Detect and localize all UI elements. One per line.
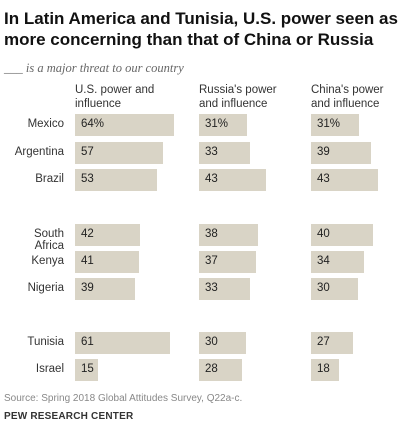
bar-label-0-argentina: 57: [81, 146, 94, 158]
bar-label-0-israel: 15: [81, 363, 94, 375]
bar-2-israel: [311, 359, 339, 381]
bar-0-south-africa: [75, 224, 140, 246]
bar-label-2-nigeria: 30: [317, 282, 330, 294]
bar-0-argentina: [75, 142, 163, 164]
bar-2-mexico: [311, 114, 359, 136]
col-header-us: U.S. power and influence: [75, 84, 154, 111]
bar-2-south-africa: [311, 224, 373, 246]
bar-label-2-kenya: 34: [317, 255, 330, 267]
col-header-china-line1: China's power: [311, 84, 384, 96]
bar-label-0-mexico: 64%: [81, 118, 105, 130]
bar-label-2-south-africa: 40: [317, 228, 330, 240]
row-label-argentina: Argentina: [14, 146, 64, 158]
row-label-kenya: Kenya: [31, 255, 64, 267]
bar-1-brazil: [199, 169, 266, 191]
bar-label-2-mexico: 31%: [317, 118, 341, 130]
col-header-russia: Russia's power and influence: [199, 84, 277, 111]
bar-1-tunisia: [199, 332, 246, 354]
source-note: Source: Spring 2018 Global Attitudes Sur…: [4, 393, 243, 404]
bar-label-1-kenya: 37: [205, 255, 218, 267]
bar-0-tunisia: [75, 332, 170, 354]
row-label-mexico: Mexico: [27, 118, 64, 130]
bar-2-brazil: [311, 169, 378, 191]
row-label-brazil: Brazil: [35, 173, 64, 185]
bar-2-tunisia: [311, 332, 353, 354]
bar-1-nigeria: [199, 278, 250, 300]
row-label-nigeria: Nigeria: [27, 282, 64, 294]
row-label-tunisia: Tunisia: [27, 336, 64, 348]
bar-label-1-nigeria: 33: [205, 282, 218, 294]
col-header-china-line2: and influence: [311, 97, 380, 110]
bar-0-mexico: [75, 114, 174, 136]
row-label-south-africa: South Africa: [33, 228, 64, 252]
bar-1-israel: [199, 359, 242, 381]
bar-label-2-tunisia: 27: [317, 336, 330, 348]
chart-title: In Latin America and Tunisia, U.S. power…: [4, 9, 398, 49]
col-header-us-line1: U.S. power and: [75, 84, 155, 96]
bar-0-brazil: [75, 169, 157, 191]
bar-label-2-brazil: 43: [317, 173, 330, 185]
bar-label-0-kenya: 41: [81, 255, 94, 267]
bar-label-1-south-africa: 38: [205, 228, 218, 240]
bar-label-1-argentina: 33: [205, 146, 218, 158]
bar-label-1-brazil: 43: [205, 173, 218, 185]
bar-0-israel: [75, 359, 98, 381]
col-header-russia-line1: Russia's power: [199, 84, 277, 96]
col-header-russia-line2: and influence: [199, 97, 268, 110]
bar-label-1-mexico: 31%: [205, 118, 229, 130]
bar-label-2-israel: 18: [317, 363, 330, 375]
bar-2-nigeria: [311, 278, 358, 300]
bar-label-0-tunisia: 61: [81, 336, 94, 348]
col-header-us-line2: influence: [75, 97, 122, 110]
org-logo-text: PEW RESEARCH CENTER: [4, 411, 134, 422]
chart-subtitle: ___ is a major threat to our country: [4, 61, 184, 75]
bar-label-0-nigeria: 39: [81, 282, 94, 294]
bar-label-1-israel: 28: [205, 363, 218, 375]
bar-2-kenya: [311, 251, 364, 273]
bar-1-kenya: [199, 251, 256, 273]
row-label-israel: Israel: [35, 363, 64, 375]
bar-1-argentina: [199, 142, 250, 164]
bar-label-2-argentina: 39: [317, 146, 330, 158]
bar-label-0-south-africa: 42: [81, 228, 94, 240]
bar-2-argentina: [311, 142, 371, 164]
bar-label-1-tunisia: 30: [205, 336, 218, 348]
bar-label-0-brazil: 53: [81, 173, 94, 185]
bar-1-mexico: [199, 114, 247, 136]
bar-0-kenya: [75, 251, 139, 273]
bar-1-south-africa: [199, 224, 258, 246]
bar-0-nigeria: [75, 278, 135, 300]
col-header-china: China's power and influence: [311, 84, 384, 111]
